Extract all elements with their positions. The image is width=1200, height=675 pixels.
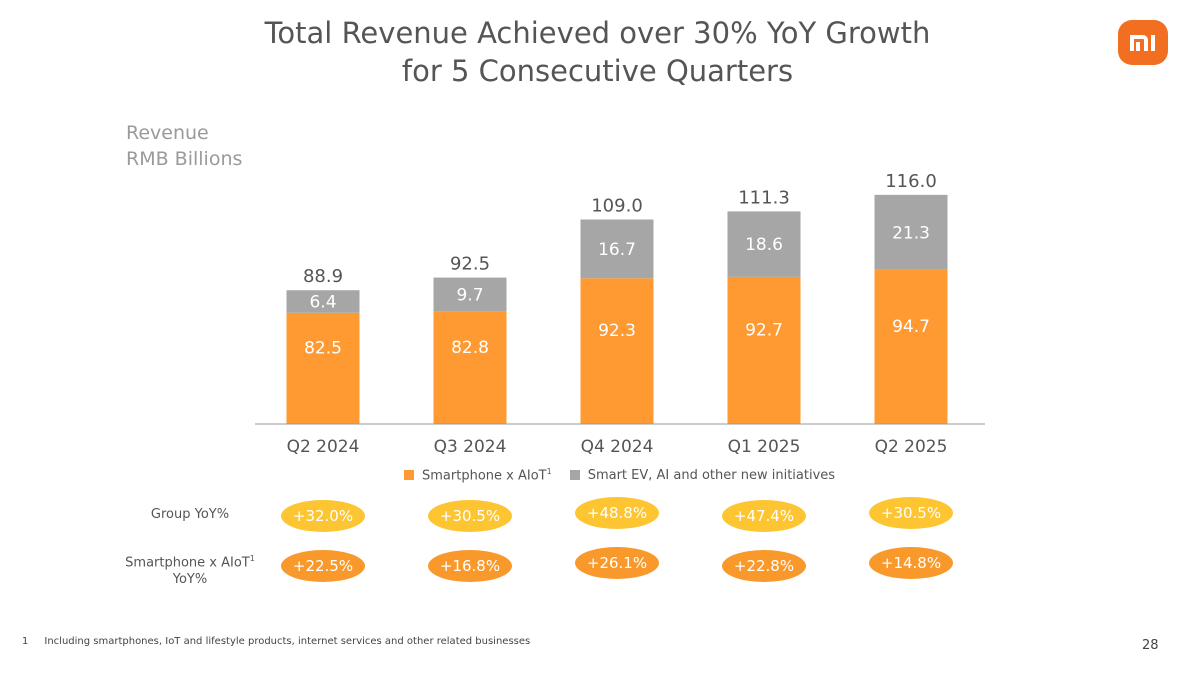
group-yoy-pill: +30.5%: [869, 497, 953, 529]
legend-ev: Smart EV, AI and other new initiatives: [587, 467, 836, 483]
bar-smartphone: [727, 276, 801, 424]
bar-smartphone: [286, 312, 360, 424]
bar-smartphone: [874, 269, 948, 424]
bar-ev: [433, 277, 507, 312]
label-smartphone: 82.8: [451, 338, 489, 358]
legend-swatch-ev: [569, 470, 580, 481]
label-total: 88.9: [303, 266, 343, 287]
bar-smartphone: [433, 311, 507, 424]
label-total: 109.0: [591, 195, 643, 216]
footnote: 1 Including smartphones, IoT and lifestyl…: [22, 636, 531, 647]
label-ev: 18.6: [745, 235, 783, 255]
group-yoy-label: Group YoY%: [150, 507, 230, 522]
label-smartphone: 92.3: [598, 321, 636, 341]
x-tick-label: Q2 2024: [287, 437, 360, 457]
bar-smartphone: [580, 278, 654, 424]
label-ev: 6.4: [309, 293, 336, 313]
label-ev: 16.7: [598, 240, 636, 260]
smartphone-yoy-pill: +22.8%: [722, 550, 806, 582]
group-yoy-pill: +32.0%: [281, 500, 365, 532]
label-ev: 9.7: [456, 286, 483, 306]
bar-ev: [874, 194, 948, 270]
legend-smartphone: Smartphone x AIoT1: [422, 467, 552, 484]
page-number: 28: [1142, 638, 1159, 653]
bar-ev: [580, 219, 654, 279]
smartphone-yoy-pill: +22.5%: [281, 550, 365, 582]
label-total: 92.5: [450, 254, 490, 275]
xiaomi-logo: [1118, 20, 1168, 65]
smartphone-yoy-pill: +16.8%: [428, 550, 512, 582]
bar-ev: [286, 290, 360, 313]
slide-title: Total Revenue Achieved over 30% YoY Grow…: [264, 16, 931, 88]
x-tick-label: Q3 2024: [434, 437, 507, 457]
label-smartphone: 82.5: [304, 338, 342, 358]
x-tick-label: Q1 2025: [728, 437, 801, 457]
label-total: 111.3: [738, 187, 790, 208]
label-total: 116.0: [885, 171, 937, 192]
x-tick-label: Q4 2024: [581, 437, 654, 457]
label-smartphone: 94.7: [892, 317, 930, 337]
legend: Smartphone x AIoT1 Smart EV, AI and othe…: [404, 467, 835, 483]
bar-ev: [727, 211, 801, 277]
smartphone-yoy-pill: +26.1%: [575, 547, 659, 579]
smartphone-yoy-pill: +14.8%: [869, 547, 953, 579]
y-axis-label: Revenue RMB Billions: [126, 122, 243, 170]
label-ev: 21.3: [892, 223, 930, 243]
label-smartphone: 92.7: [745, 320, 783, 340]
smartphone-yoy-label: Smartphone x AIoT1 YoY%: [125, 554, 255, 588]
group-yoy-pill: +48.8%: [575, 497, 659, 529]
legend-swatch-smartphone: [404, 470, 414, 481]
x-tick-label: Q2 2025: [875, 437, 948, 457]
group-yoy-pill: +47.4%: [722, 500, 806, 532]
group-yoy-pill: +30.5%: [428, 500, 512, 532]
